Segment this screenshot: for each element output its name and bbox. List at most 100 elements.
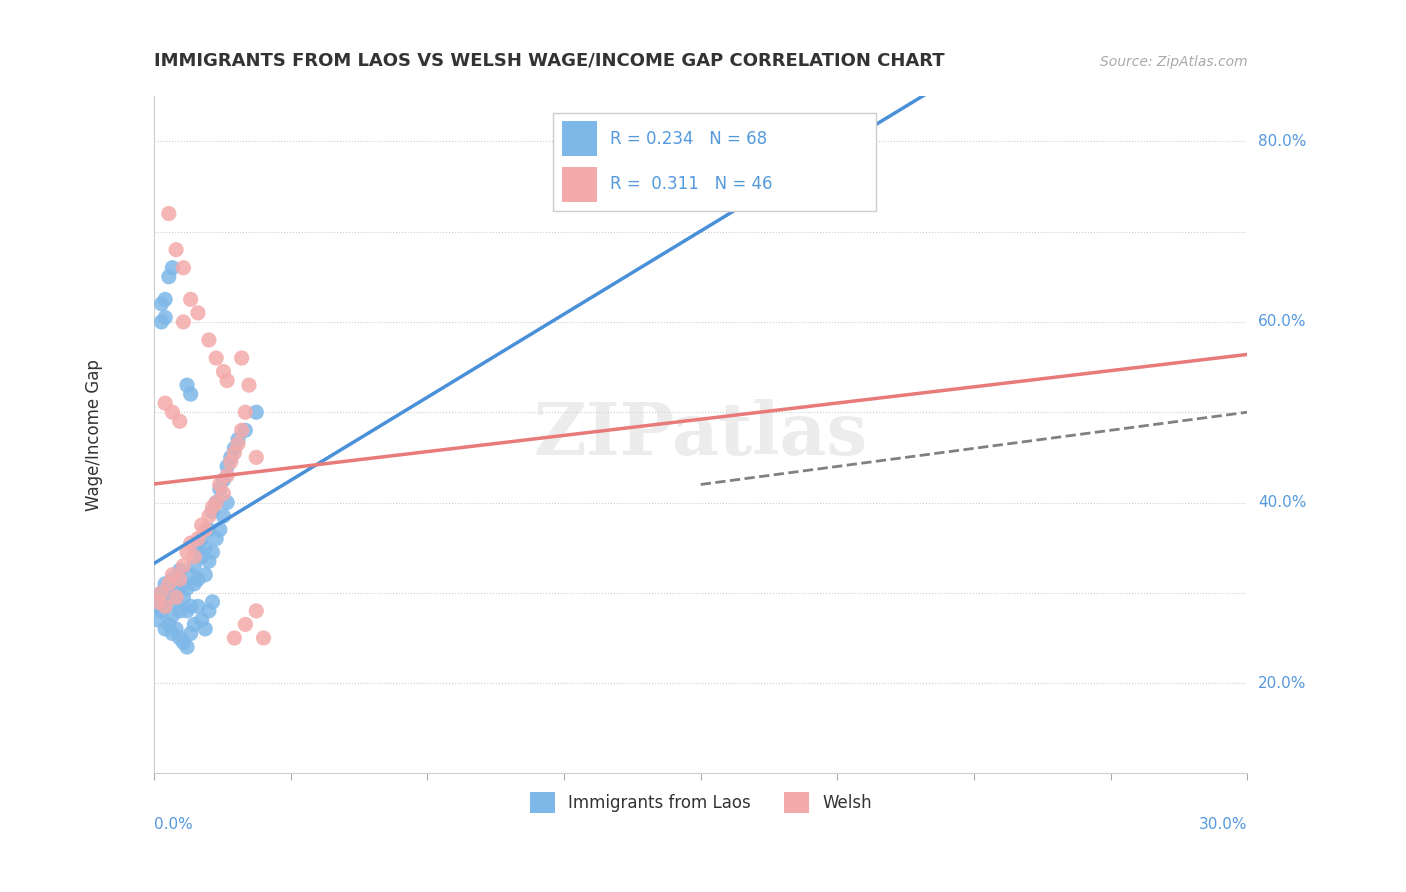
Text: 40.0%: 40.0% bbox=[1258, 495, 1306, 510]
Point bbox=[150, 586, 173, 600]
Point bbox=[233, 405, 256, 419]
Point bbox=[187, 541, 209, 555]
Point bbox=[157, 576, 180, 591]
Point bbox=[146, 599, 169, 614]
Text: Source: ZipAtlas.com: Source: ZipAtlas.com bbox=[1099, 55, 1247, 69]
Point bbox=[198, 604, 221, 618]
Point bbox=[208, 482, 231, 496]
Point bbox=[217, 495, 239, 509]
Point bbox=[190, 613, 212, 627]
Point bbox=[172, 635, 194, 649]
Point bbox=[245, 604, 267, 618]
Point bbox=[157, 269, 180, 284]
Text: 0.0%: 0.0% bbox=[155, 817, 193, 831]
Text: 60.0%: 60.0% bbox=[1258, 314, 1306, 329]
Point bbox=[172, 315, 194, 329]
Point bbox=[172, 260, 194, 275]
Point bbox=[172, 576, 194, 591]
Point bbox=[162, 608, 184, 623]
Text: IMMIGRANTS FROM LAOS VS WELSH WAGE/INCOME GAP CORRELATION CHART: IMMIGRANTS FROM LAOS VS WELSH WAGE/INCOM… bbox=[155, 51, 945, 69]
Point bbox=[150, 586, 173, 600]
Point bbox=[153, 576, 176, 591]
Point bbox=[217, 459, 239, 474]
Point bbox=[165, 243, 187, 257]
Point bbox=[219, 450, 242, 465]
Point bbox=[198, 554, 221, 568]
Point bbox=[180, 536, 202, 550]
Point bbox=[198, 333, 221, 347]
Point bbox=[172, 591, 194, 605]
Point bbox=[180, 626, 202, 640]
Point bbox=[252, 631, 274, 645]
Point bbox=[157, 206, 180, 220]
Legend: Immigrants from Laos, Welsh: Immigrants from Laos, Welsh bbox=[523, 786, 879, 819]
Point bbox=[180, 293, 202, 307]
Point bbox=[183, 576, 205, 591]
Point bbox=[150, 604, 173, 618]
Point bbox=[162, 260, 184, 275]
Point bbox=[217, 374, 239, 388]
Point bbox=[231, 351, 253, 365]
Point bbox=[212, 486, 235, 500]
Point bbox=[194, 523, 217, 537]
Point bbox=[198, 523, 221, 537]
Point bbox=[165, 595, 187, 609]
Point bbox=[201, 545, 224, 559]
Text: 80.0%: 80.0% bbox=[1258, 134, 1306, 149]
Point bbox=[208, 523, 231, 537]
Point bbox=[180, 599, 202, 614]
Point bbox=[169, 414, 191, 428]
Text: 30.0%: 30.0% bbox=[1199, 817, 1247, 831]
Point bbox=[157, 591, 180, 605]
Point bbox=[180, 387, 202, 401]
Point bbox=[231, 423, 253, 437]
Point bbox=[162, 567, 184, 582]
Point bbox=[233, 617, 256, 632]
Text: ZIPatlas: ZIPatlas bbox=[534, 400, 868, 470]
Point bbox=[165, 586, 187, 600]
Point bbox=[165, 591, 187, 605]
Point bbox=[169, 572, 191, 586]
Point bbox=[176, 545, 198, 559]
Point bbox=[153, 293, 176, 307]
Point bbox=[245, 450, 267, 465]
Point bbox=[153, 310, 176, 325]
Point bbox=[224, 442, 246, 456]
Point bbox=[150, 315, 173, 329]
Text: Wage/Income Gap: Wage/Income Gap bbox=[86, 359, 103, 511]
Point bbox=[201, 595, 224, 609]
Point bbox=[226, 437, 249, 451]
Point bbox=[205, 532, 228, 546]
Point bbox=[169, 631, 191, 645]
Point bbox=[212, 473, 235, 487]
Point bbox=[172, 558, 194, 573]
Point bbox=[194, 541, 217, 555]
FancyBboxPatch shape bbox=[562, 167, 598, 202]
Point bbox=[162, 405, 184, 419]
Point bbox=[162, 784, 184, 798]
Point bbox=[187, 306, 209, 320]
Point bbox=[169, 563, 191, 577]
Point bbox=[198, 509, 221, 524]
Point bbox=[180, 567, 202, 582]
Point bbox=[190, 549, 212, 564]
Point bbox=[224, 446, 246, 460]
Point bbox=[176, 640, 198, 654]
Point bbox=[183, 617, 205, 632]
Point bbox=[187, 599, 209, 614]
Point bbox=[157, 617, 180, 632]
Point bbox=[190, 518, 212, 533]
FancyBboxPatch shape bbox=[562, 121, 598, 156]
Point bbox=[201, 500, 224, 514]
Text: 20.0%: 20.0% bbox=[1258, 675, 1306, 690]
Point bbox=[153, 599, 176, 614]
Point bbox=[205, 351, 228, 365]
Point bbox=[169, 604, 191, 618]
Point bbox=[224, 631, 246, 645]
Point bbox=[176, 378, 198, 392]
Point bbox=[205, 495, 228, 509]
Point bbox=[176, 582, 198, 596]
Point bbox=[183, 558, 205, 573]
Point bbox=[233, 423, 256, 437]
Point bbox=[205, 495, 228, 509]
